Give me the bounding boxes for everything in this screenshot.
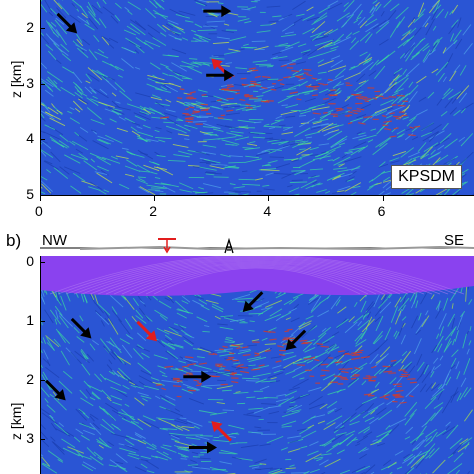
panel-a-xtick-label: 0	[35, 203, 43, 219]
black-arrowhead	[221, 5, 232, 18]
panel-a-xtick-mark	[268, 196, 270, 201]
panel-a-ytick-label: 4	[26, 130, 34, 147]
panel-b-ytick-label: 3	[26, 429, 34, 446]
black-arrowhead	[54, 389, 66, 401]
black-arrowhead	[80, 327, 92, 339]
panel-a-ytick-label: 2	[26, 18, 34, 35]
red-arrowhead	[211, 58, 223, 70]
panel-b-wavefield	[40, 256, 474, 474]
panel-a-ytick-mark	[40, 139, 45, 141]
profile-start-label: NW	[42, 232, 67, 249]
panel-a-ytick-label: 5	[26, 186, 34, 202]
panel-a-ytick-label: 3	[26, 74, 34, 91]
panel-a-x-axis	[40, 195, 474, 196]
black-arrowhead	[242, 300, 254, 312]
red-arrowhead	[145, 330, 158, 342]
panel-a-ytick-mark	[40, 27, 45, 29]
profile-end-label: SE	[444, 232, 465, 249]
black-arrowhead	[224, 69, 235, 82]
panel-a-ytick-mark	[40, 83, 45, 85]
panel-a-ylabel: z [km]	[8, 60, 24, 98]
panel-a-ytick-mark	[40, 195, 45, 196]
black-arrowhead	[65, 22, 78, 34]
panel-b-ytick-mark	[40, 438, 45, 440]
black-arrowhead	[285, 339, 297, 351]
panel-b-ytick-label: 2	[26, 370, 34, 387]
panel-b-ylabel: z [km]	[8, 402, 24, 440]
panel-a-image: KPSDM	[40, 0, 474, 195]
panel-b-ytick-mark	[40, 261, 45, 263]
red-well-marker-icon	[158, 238, 176, 254]
panel-b-ytick-mark	[40, 379, 45, 381]
kpsdm-label: KPSDM	[391, 165, 462, 189]
panel-a-xtick-mark	[382, 196, 384, 201]
annotation-arrows	[56, 5, 235, 82]
panel-b-ytick-label: 0	[26, 252, 34, 269]
panel-a-wavefield	[40, 0, 474, 195]
panel-a-xtick-label: 4	[263, 203, 272, 219]
black-arrowhead	[201, 370, 212, 383]
panel-b-image	[40, 256, 474, 474]
panel-b-y-axis	[40, 256, 41, 474]
black-well-marker-icon	[224, 237, 234, 254]
panel-a-y-axis	[40, 0, 41, 195]
panel-a-xtick-label: 6	[377, 203, 386, 219]
topography-strip	[40, 237, 474, 254]
annotation-arrows	[45, 291, 307, 454]
hot-reflectors	[159, 63, 421, 138]
panel-b-ytick-label: 1	[26, 311, 34, 328]
panel-a-xtick-mark	[40, 196, 41, 201]
mask-arcs	[49, 256, 465, 295]
panel-b-ytick-mark	[40, 320, 45, 322]
black-arrowhead	[207, 441, 218, 454]
red-arrowhead	[211, 420, 223, 433]
panel-a-xtick-label: 2	[149, 203, 157, 219]
topo-surface	[79, 245, 474, 251]
panel-b-label: b)	[6, 231, 22, 250]
panel-a-xtick-mark	[154, 196, 156, 201]
